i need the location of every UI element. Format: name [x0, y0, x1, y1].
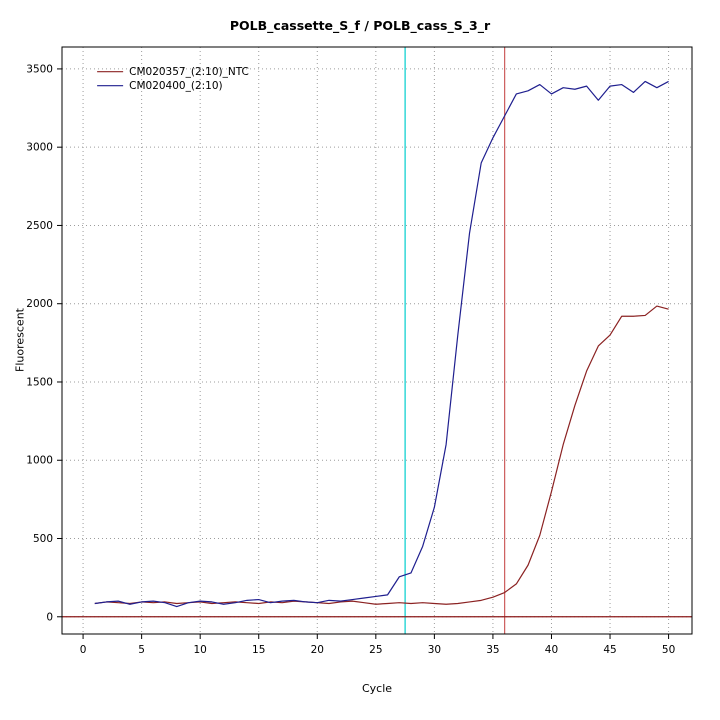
x-tick-label: 30 [428, 644, 441, 656]
legend-label-1: CM020400_(2:10) [129, 80, 223, 92]
reference-lines [62, 47, 692, 634]
x-tick-label: 50 [662, 644, 675, 656]
x-axis-label: Cycle [361, 682, 393, 695]
chart-title: POLB_cassette_S_f / POLB_cass_S_3_r [229, 18, 491, 33]
x-tick-label: 0 [80, 644, 87, 656]
x-tick-label: 25 [369, 644, 382, 656]
y-tick-label: 1000 [26, 455, 53, 467]
series-line-0 [94, 305, 669, 605]
x-tick-label: 15 [252, 644, 265, 656]
axes: 0 5 10 15 20 25 30 35 40 45 5005001000150020002500… [26, 63, 675, 656]
y-tick-label: 500 [33, 533, 53, 545]
x-tick-label: 40 [545, 644, 558, 656]
series-line-1 [94, 80, 669, 608]
y-tick-label: 3000 [26, 142, 53, 154]
y-tick-label: 3500 [26, 63, 53, 75]
y-tick-label: 2000 [26, 298, 53, 310]
y-axis-label: Fluorescent [13, 308, 27, 372]
legend: CM020357_(2:10)_NTC CM020400_(2:10) [97, 66, 249, 92]
y-tick-label: 2500 [26, 220, 53, 232]
y-tick-label: 1500 [26, 376, 53, 388]
x-tick-label: 10 [193, 644, 206, 656]
x-tick-label: 5 [138, 644, 145, 656]
y-tick-label: 0 [46, 611, 53, 623]
x-tick-label: 35 [486, 644, 499, 656]
legend-label-0: CM020357_(2:10)_NTC [129, 66, 249, 78]
x-tick-label: 20 [311, 644, 324, 656]
gridlines [62, 47, 692, 634]
x-tick-label: 45 [603, 644, 616, 656]
plot-frame [61, 46, 693, 635]
